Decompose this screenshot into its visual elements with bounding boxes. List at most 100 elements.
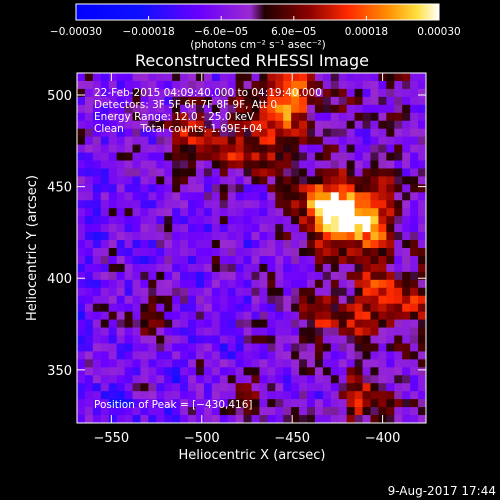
heatmap-cell [100,375,110,384]
heatmap-cell [195,327,205,336]
heatmap-cell [402,383,411,392]
heatmap-cell [132,176,141,185]
heatmap-cell [338,160,348,169]
heatmap-cell [402,279,411,289]
heatmap-cell [148,184,157,193]
heatmap-cell [299,232,308,241]
heatmap-cell [402,255,411,265]
heatmap-cell [299,96,308,106]
heatmap-cell [124,335,133,344]
heatmap-cell [77,208,86,217]
heatmap-cell [188,200,197,209]
heatmap-cell [378,255,387,265]
heatmap-cell [108,80,118,90]
heatmap-cell [124,232,133,241]
heatmap-cell [275,303,284,313]
heatmap-cell [227,136,237,145]
heatmap-cell [188,88,197,98]
heatmap-cell [148,271,157,281]
heatmap-cell [77,128,86,138]
heatmap-cell [108,112,118,122]
heatmap-cell [338,104,348,114]
heatmap-cell [219,319,229,328]
heatmap-cell [132,224,141,233]
y-tick-label: 450 [47,181,72,196]
heatmap-cell [410,144,419,153]
heatmap-cell [338,120,348,130]
heatmap-cell [116,311,125,320]
heatmap-cell [108,104,118,114]
heatmap-cell [370,136,379,145]
heatmap-cell [227,120,237,130]
heatmap-cell [180,248,189,257]
heatmap-cell [116,263,125,273]
heatmap-cell [140,73,149,82]
heatmap-cell [251,112,260,122]
heatmap-cell [299,216,308,225]
heatmap-cell [172,120,181,130]
heatmap-cell [164,319,173,328]
heatmap-cell [386,343,395,352]
heatmap-cell [84,136,94,145]
heatmap-cell [116,399,125,408]
heatmap-cell [172,303,181,313]
heatmap-cell [338,287,348,297]
heatmap-cell [140,343,149,352]
heatmap-cell [314,184,324,193]
heatmap-cell [283,152,292,161]
heatmap-cell [77,399,86,408]
heatmap-cell [386,112,395,122]
heatmap-cell [346,391,356,400]
heatmap-cell [100,271,110,281]
heatmap-cell [172,248,181,257]
heatmap-cell [251,279,260,289]
heatmap-cell [362,263,371,273]
heatmap-cell [291,216,300,225]
heatmap-cell [156,375,165,384]
heatmap-cell [140,248,149,257]
heatmap-cell [211,399,221,408]
heatmap-cell [164,168,173,177]
heatmap-cell [148,327,157,336]
heatmap-cell [84,80,94,90]
heatmap-cell [283,136,292,145]
heatmap-cell [338,351,348,360]
heatmap-cell [394,248,403,257]
heatmap-cell [314,120,324,130]
heatmap-cell [180,343,189,352]
heatmap-cell [203,287,213,297]
heatmap-cell [354,168,363,177]
heatmap-cell [330,383,340,392]
heatmap-cell [92,128,102,138]
heatmap-cell [235,176,244,185]
heatmap-cell [148,399,157,408]
heatmap-cell [219,407,229,416]
colorbar-frame [75,3,440,21]
heatmap-cell [410,240,419,249]
heatmap-cell [307,351,316,360]
heatmap-cell [299,176,308,185]
heatmap-cell [386,216,395,225]
heatmap-cell [362,160,371,169]
heatmap-cell [156,367,165,376]
heatmap-cell [259,319,268,328]
heatmap-cell [164,232,173,241]
heatmap-cell [100,287,110,297]
heatmap-cell [283,160,292,169]
heatmap-cell [188,359,197,368]
heatmap-cell [314,407,324,416]
heatmap-cell [267,303,276,313]
heatmap-cell [418,359,426,368]
heatmap-cell [219,73,229,82]
heatmap-cell [338,255,348,265]
heatmap-cell [140,208,149,217]
heatmap-cell [188,216,197,225]
heatmap-cell [322,335,332,344]
heatmap-cell [243,327,252,336]
heatmap-cell [378,208,387,217]
heatmap-cell [378,176,387,185]
heatmap-cell [354,112,363,122]
heatmap-cell [394,176,403,185]
heatmap-cell [338,184,348,193]
heatmap-cell [219,240,229,249]
